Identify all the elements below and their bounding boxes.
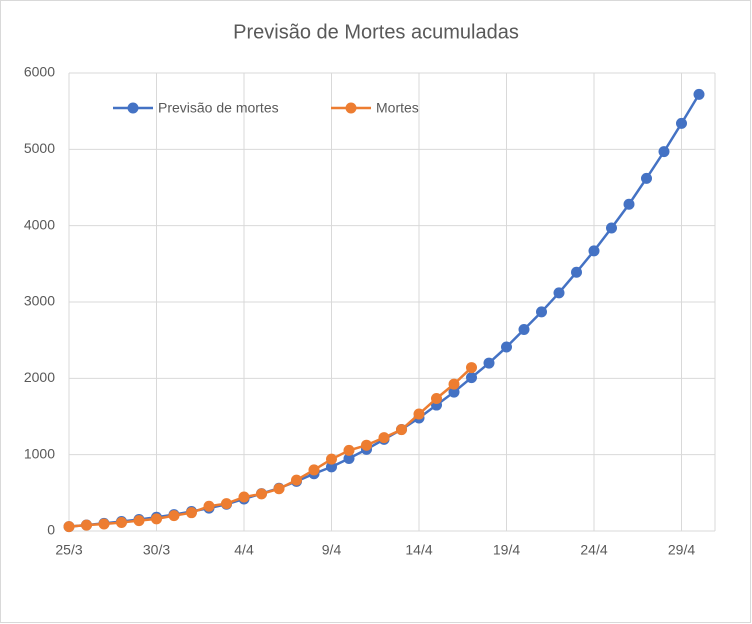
- data-point: [186, 507, 197, 519]
- x-tick-label: 14/4: [405, 542, 432, 558]
- data-point: [606, 222, 617, 234]
- data-point: [483, 357, 495, 369]
- x-tick-label: 29/4: [668, 542, 695, 558]
- data-point: [641, 172, 652, 184]
- data-point: [396, 424, 407, 436]
- legend-marker: [127, 102, 139, 114]
- data-point: [98, 518, 110, 530]
- y-tick-label: 5000: [24, 140, 55, 156]
- chart-title: Previsão de Mortes acumuladas: [233, 21, 519, 43]
- data-point: [466, 372, 477, 384]
- data-point: [431, 392, 442, 404]
- data-point: [553, 287, 565, 299]
- data-point: [623, 198, 635, 210]
- data-point: [63, 521, 75, 533]
- data-point: [256, 488, 267, 500]
- data-point: [238, 491, 250, 503]
- data-point: [308, 464, 320, 476]
- data-point: [448, 378, 460, 390]
- x-tick-label: 19/4: [493, 542, 520, 558]
- data-point: [151, 513, 162, 525]
- data-point: [501, 341, 512, 353]
- data-point: [133, 515, 145, 527]
- legend-label: Previsão de mortes: [158, 100, 279, 116]
- y-tick-label: 6000: [24, 64, 55, 80]
- data-point: [571, 266, 582, 278]
- data-point: [326, 453, 337, 465]
- data-point: [291, 474, 302, 486]
- data-point: [658, 146, 670, 158]
- data-point: [466, 362, 477, 374]
- x-tick-label: 4/4: [234, 542, 254, 558]
- data-point: [361, 439, 372, 451]
- y-tick-label: 0: [47, 522, 55, 538]
- data-point: [378, 432, 390, 444]
- legend-label: Mortes: [376, 100, 419, 116]
- data-point: [168, 510, 180, 522]
- data-point: [693, 88, 705, 100]
- data-point: [221, 498, 232, 510]
- data-point: [81, 519, 92, 531]
- data-point: [343, 444, 355, 456]
- data-point: [326, 461, 337, 473]
- y-tick-label: 2000: [24, 369, 55, 385]
- y-tick-label: 1000: [24, 445, 55, 461]
- y-tick-label: 3000: [24, 293, 55, 309]
- data-point: [273, 483, 285, 495]
- data-point: [518, 323, 530, 335]
- data-point: [588, 245, 600, 257]
- legend-marker: [345, 102, 357, 114]
- data-point: [536, 306, 547, 318]
- data-point: [116, 517, 127, 529]
- data-point: [413, 408, 425, 420]
- y-tick-label: 4000: [24, 216, 55, 232]
- x-tick-label: 30/3: [143, 542, 170, 558]
- x-tick-label: 9/4: [322, 542, 342, 558]
- data-point: [676, 117, 687, 129]
- x-tick-label: 25/3: [55, 542, 82, 558]
- data-point: [203, 500, 215, 512]
- data-point: [343, 452, 355, 464]
- data-point: [448, 386, 460, 398]
- x-tick-label: 24/4: [580, 542, 607, 558]
